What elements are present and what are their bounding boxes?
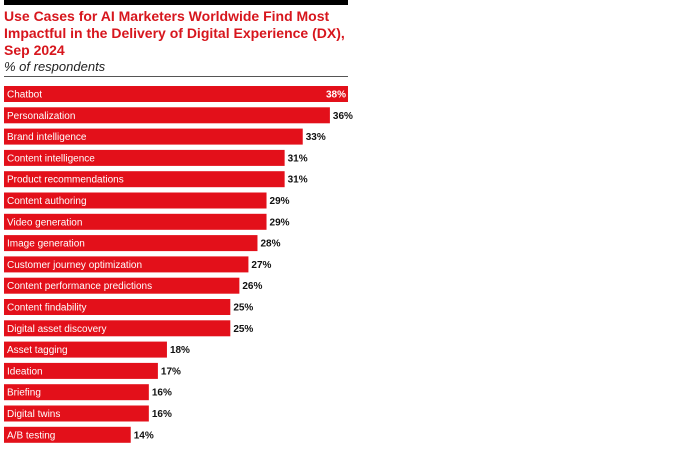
chart-title: Use Cases for AI Marketers Worldwide Fin…: [4, 8, 345, 58]
value-label-digital-twins: 16%: [152, 409, 172, 420]
bar-video-generation: [4, 213, 267, 230]
category-label-content-performance-predictions: Content performance predictions: [7, 281, 152, 292]
subtitle-divider: [4, 76, 348, 77]
value-label-content-authoring: 29%: [270, 196, 290, 207]
value-label-personalization: 36%: [333, 111, 353, 122]
category-label-digital-twins: Digital twins: [7, 409, 60, 420]
value-label-product-recommendations: 31%: [288, 175, 308, 186]
bar-a-b-testing: [4, 426, 131, 443]
value-label-a-b-testing: 14%: [134, 430, 154, 441]
title-top-rule: [4, 0, 348, 5]
category-label-briefing: Briefing: [7, 388, 41, 399]
category-label-digital-asset-discovery: Digital asset discovery: [7, 324, 106, 335]
category-label-content-intelligence: Content intelligence: [7, 153, 95, 164]
category-label-ideation: Ideation: [7, 366, 43, 377]
value-label-image-generation: 28%: [260, 239, 280, 250]
value-label-asset-tagging: 18%: [170, 345, 190, 356]
category-label-a-b-testing: A/B testing: [7, 430, 55, 441]
value-label-video-generation: 29%: [270, 217, 290, 228]
bar-asset-tagging: [4, 341, 167, 358]
category-label-chatbot: Chatbot: [7, 90, 42, 101]
value-label-content-findability: 25%: [233, 303, 253, 314]
bar-chatbot: [4, 86, 348, 102]
category-label-product-recommendations: Product recommendations: [7, 175, 124, 186]
value-label-ideation: 17%: [161, 366, 181, 377]
bar-digital-asset-discovery: [4, 320, 231, 337]
category-label-personalization: Personalization: [7, 111, 75, 122]
bar-content-authoring: [4, 192, 267, 209]
value-label-chatbot: 38%: [326, 90, 346, 101]
bar-content-findability: [4, 299, 231, 315]
chart-subtitle: % of respondents: [4, 59, 106, 74]
category-label-asset-tagging: Asset tagging: [7, 345, 68, 356]
bar-product-recommendations: [4, 171, 285, 188]
category-label-content-authoring: Content authoring: [7, 196, 87, 207]
category-label-brand-intelligence: Brand intelligence: [7, 132, 87, 143]
value-label-content-performance-predictions: 26%: [242, 281, 262, 292]
bar-content-intelligence: [4, 149, 285, 166]
bar-ideation: [4, 362, 158, 379]
value-label-customer-journey-optimization: 27%: [251, 260, 271, 271]
bar-digital-twins: [4, 405, 149, 422]
bar-content-performance-predictions: [4, 277, 240, 294]
category-label-content-findability: Content findability: [7, 303, 87, 314]
value-label-digital-asset-discovery: 25%: [233, 324, 253, 335]
bar-briefing: [4, 384, 149, 401]
category-label-customer-journey-optimization: Customer journey optimization: [7, 260, 142, 271]
category-label-image-generation: Image generation: [7, 239, 85, 250]
bar-personalization: [4, 107, 330, 124]
bar-brand-intelligence: [4, 128, 303, 145]
bar-image-generation: [4, 235, 258, 252]
value-label-brand-intelligence: 33%: [306, 132, 326, 143]
category-label-video-generation: Video generation: [7, 217, 82, 228]
bar-customer-journey-optimization: [4, 256, 249, 273]
value-label-content-intelligence: 31%: [288, 153, 308, 164]
value-label-briefing: 16%: [152, 388, 172, 399]
